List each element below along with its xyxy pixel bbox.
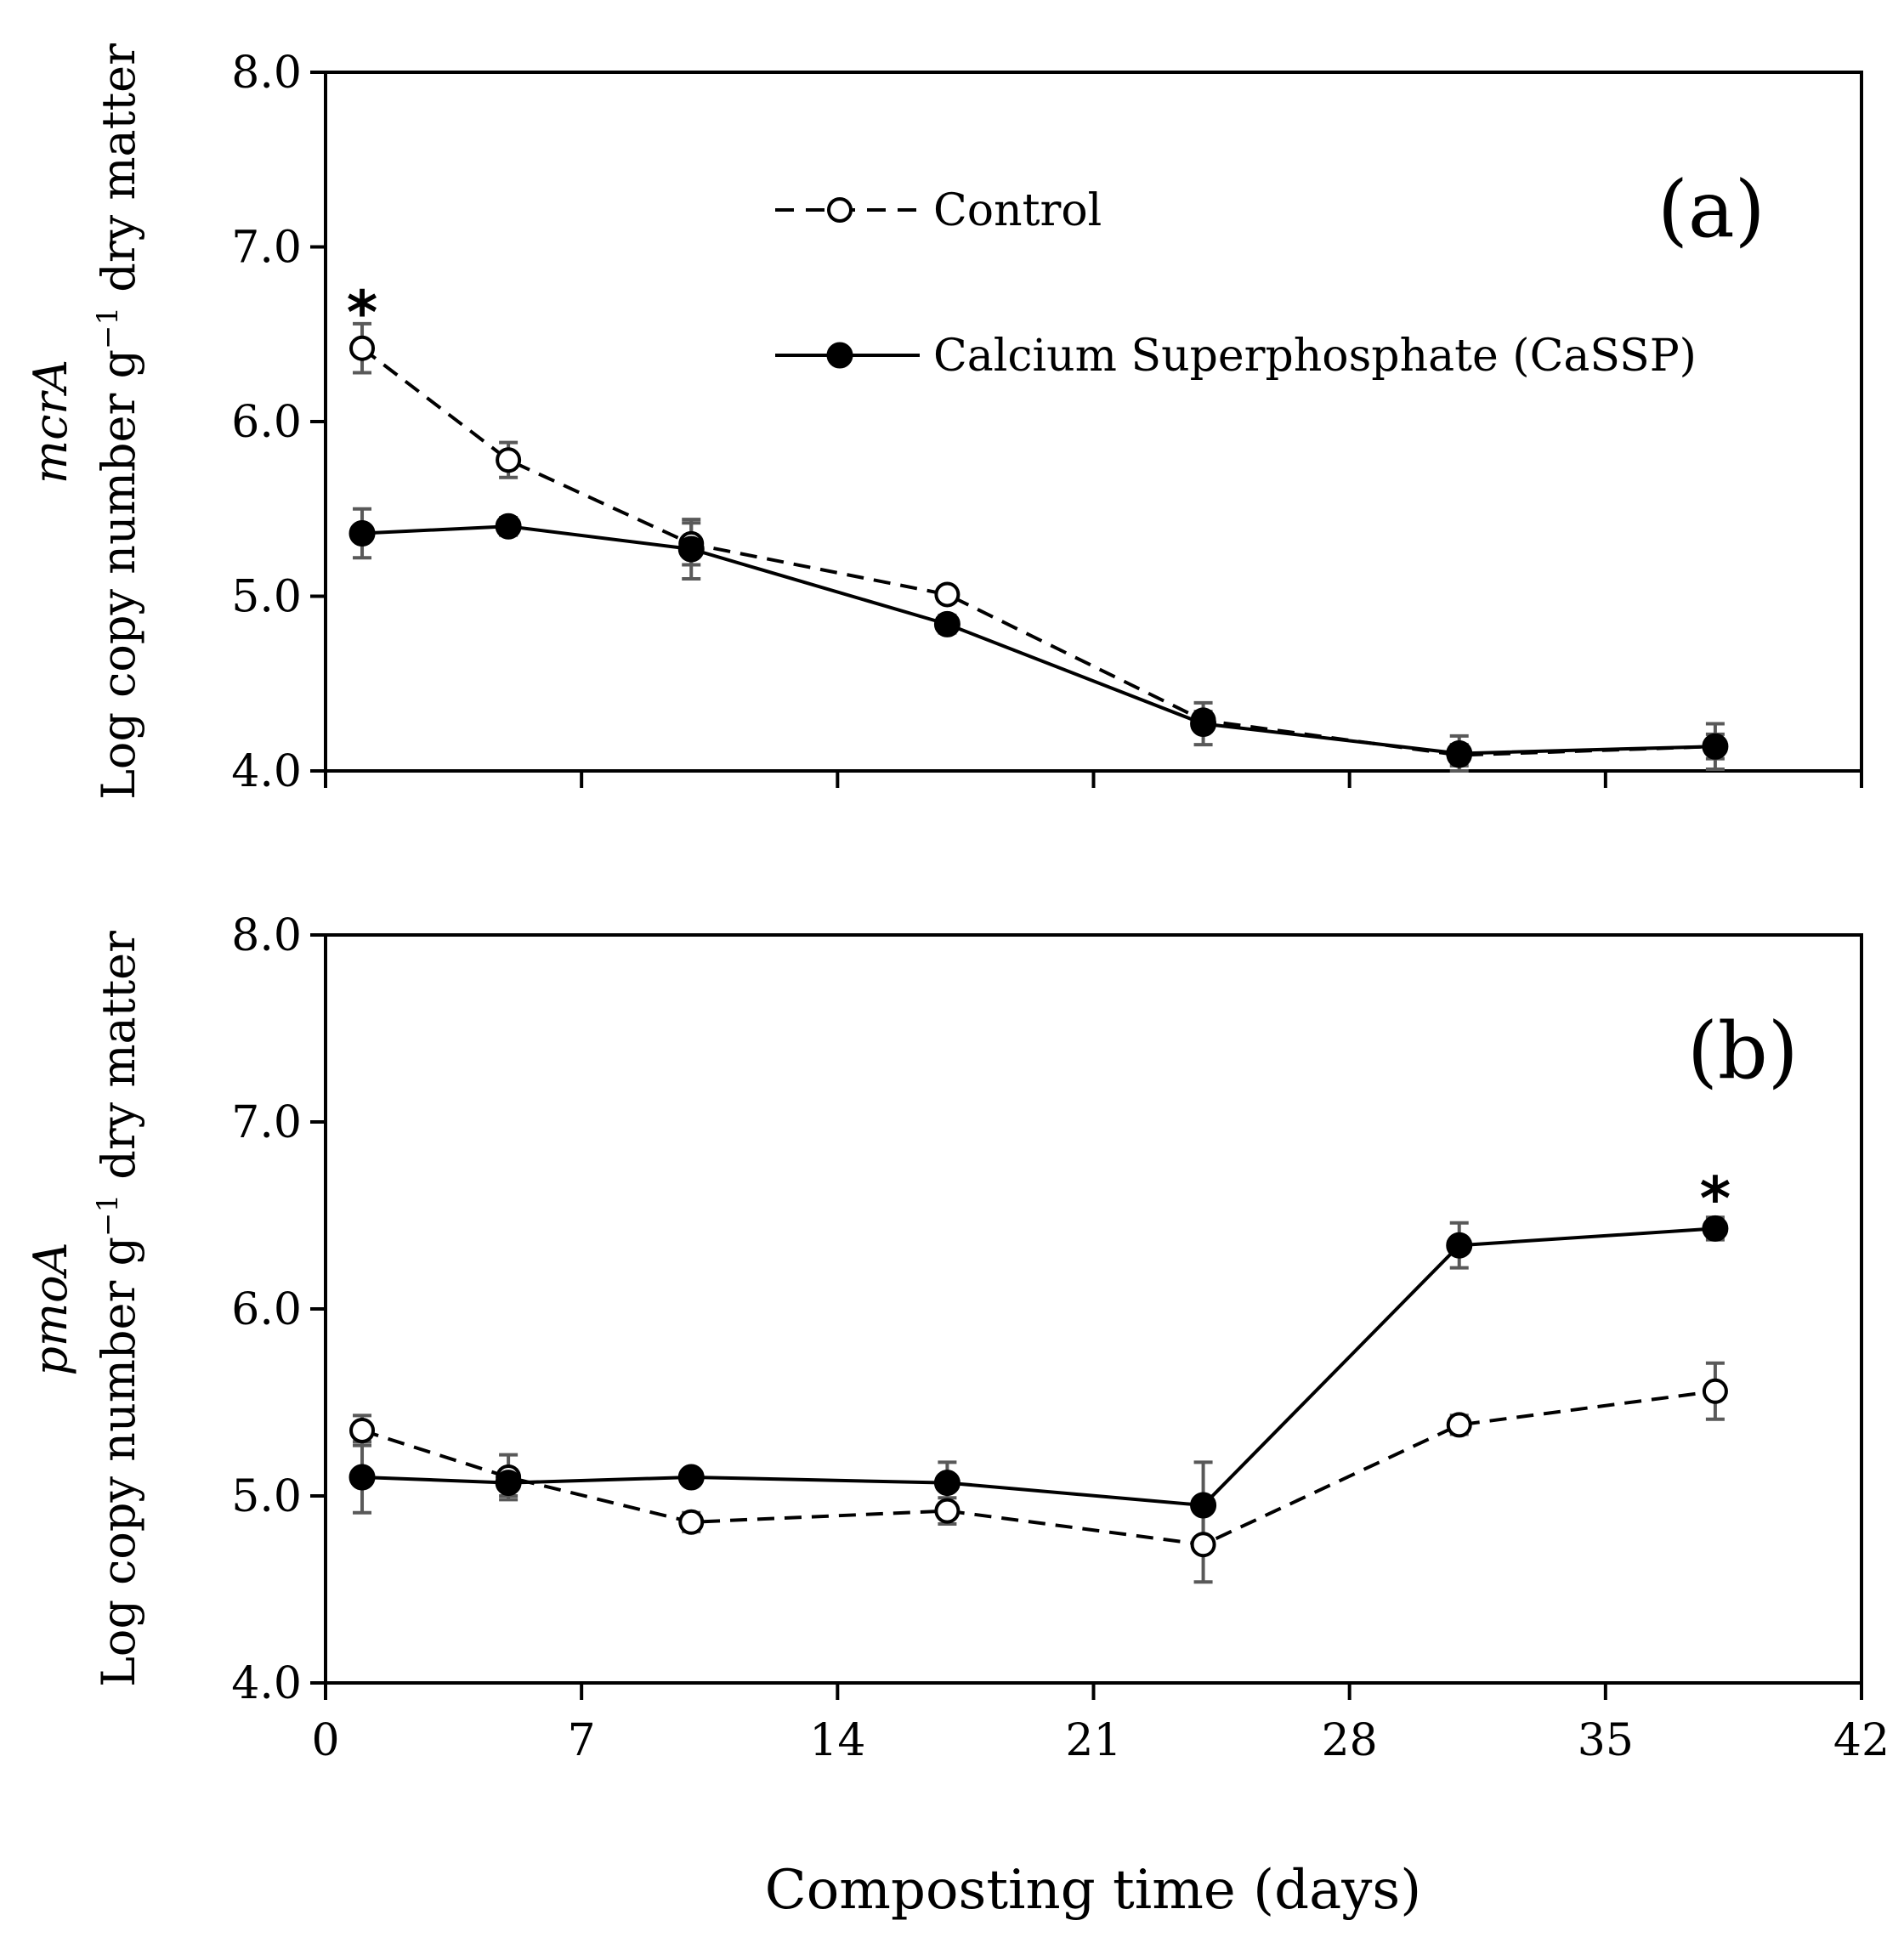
plot-frame-a <box>324 71 1863 773</box>
panel-b-pmoA: 4.0 5.0 6.0 7.0 8.0 0 7 14 21 28 35 42 pmoA Log co… <box>24 910 1890 1922</box>
x-tick-label: 0 <box>311 1715 339 1766</box>
series-marks-a: * <box>347 278 1729 773</box>
cassp-data-point <box>1702 733 1729 760</box>
control-data-point <box>1702 1378 1728 1404</box>
x-ticks-a <box>324 771 1863 788</box>
legend-control-label: Control <box>933 185 1102 236</box>
y-axis-units-a: Log copy number g−1 dry matter <box>91 43 145 800</box>
cassp-data-point <box>1702 1215 1729 1242</box>
control-data-point <box>1190 1532 1216 1558</box>
cassp-series-line <box>361 1226 1716 1508</box>
y-tick-label: 7.0 <box>231 223 302 274</box>
control-data-point <box>496 447 522 473</box>
control-series-line <box>360 347 1715 757</box>
cassp-data-point <box>495 1470 522 1497</box>
y-axis-units-b: Log copy number g−1 dry matter <box>91 931 145 1687</box>
cassp-data-point <box>1190 711 1217 738</box>
control-series-line <box>361 1389 1716 1547</box>
legend-cassp-marker <box>826 342 853 369</box>
y-axis-gene-b: pmoA <box>24 1242 77 1375</box>
panel-a-mcrA: 4.0 5.0 6.0 7.0 8.0 mcrA Log copy number g−1… <box>24 43 1863 800</box>
x-tick-label: 14 <box>809 1715 865 1766</box>
x-tick-label: 28 <box>1322 1715 1378 1766</box>
panel-label-a: (a) <box>1658 164 1765 255</box>
x-tick-label: 7 <box>568 1715 596 1766</box>
cassp-data-point <box>933 1470 960 1497</box>
x-tick-label: 42 <box>1833 1715 1890 1766</box>
y-tick-label: 6.0 <box>231 1284 302 1335</box>
plot-frame-b <box>324 933 1863 1685</box>
legend: Control Calcium Superphosphate (CaSSP) <box>775 185 1697 382</box>
x-tick-label: 21 <box>1065 1715 1121 1766</box>
significance-asterisk: * <box>1700 1164 1731 1233</box>
y-tick-label: 8.0 <box>231 48 302 99</box>
y-tick-label: 5.0 <box>231 572 302 623</box>
control-data-point <box>678 1509 705 1535</box>
series-marks-b: * <box>348 1164 1731 1584</box>
significance-asterisk: * <box>347 278 378 348</box>
cassp-data-point <box>933 610 960 637</box>
control-data-point <box>934 1498 960 1524</box>
y-axis-label-b: pmoA <box>24 1242 77 1375</box>
legend-cassp-label: Calcium Superphosphate (CaSSP) <box>933 331 1697 382</box>
y-tick-label: 4.0 <box>231 746 302 797</box>
cassp-data-point <box>677 1464 705 1491</box>
panel-label-b: (b) <box>1687 1005 1799 1096</box>
cassp-data-point <box>677 535 705 563</box>
cassp-data-point <box>348 1464 376 1491</box>
y-axis-units-sup-b: −1 <box>91 1194 125 1237</box>
control-data-point <box>934 581 960 608</box>
cassp-data-point <box>1446 1232 1473 1259</box>
x-axis-label: Composting time (days) <box>765 1859 1421 1922</box>
control-data-point <box>349 1418 376 1443</box>
y-tick-label: 5.0 <box>231 1471 302 1522</box>
legend-control-marker <box>827 197 853 223</box>
x-ticks-b: 0 7 14 21 28 35 42 <box>311 1683 1890 1766</box>
x-tick-label: 35 <box>1578 1715 1634 1766</box>
y-axis-units-end-a: dry matter <box>92 43 145 307</box>
y-tick-label: 7.0 <box>231 1097 302 1148</box>
control-data-point <box>349 335 376 361</box>
control-data-point <box>1446 1412 1472 1438</box>
y-axis-label-a: mcrA <box>24 360 77 484</box>
y-axis-units-text-b: Log copy number g <box>92 1237 145 1687</box>
y-axis-units-text-a: Log copy number g <box>92 349 145 800</box>
cassp-data-point <box>1446 739 1473 767</box>
y-axis-units-end-b: dry matter <box>92 931 145 1194</box>
cassp-data-point <box>1190 1492 1217 1519</box>
y-ticks-b: 4.0 5.0 6.0 7.0 8.0 <box>231 910 326 1709</box>
y-ticks-a: 4.0 5.0 6.0 7.0 8.0 <box>231 48 326 797</box>
y-axis-gene-a: mcrA <box>24 360 77 484</box>
cassp-data-point <box>348 520 376 547</box>
y-tick-label: 4.0 <box>231 1658 302 1709</box>
y-tick-label: 6.0 <box>231 397 302 448</box>
y-tick-label: 8.0 <box>231 910 302 961</box>
cassp-data-point <box>495 513 522 540</box>
y-axis-units-sup-a: −1 <box>91 307 125 349</box>
